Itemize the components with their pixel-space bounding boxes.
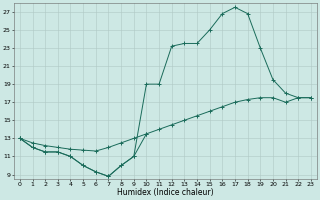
X-axis label: Humidex (Indice chaleur): Humidex (Indice chaleur) [117, 188, 214, 197]
